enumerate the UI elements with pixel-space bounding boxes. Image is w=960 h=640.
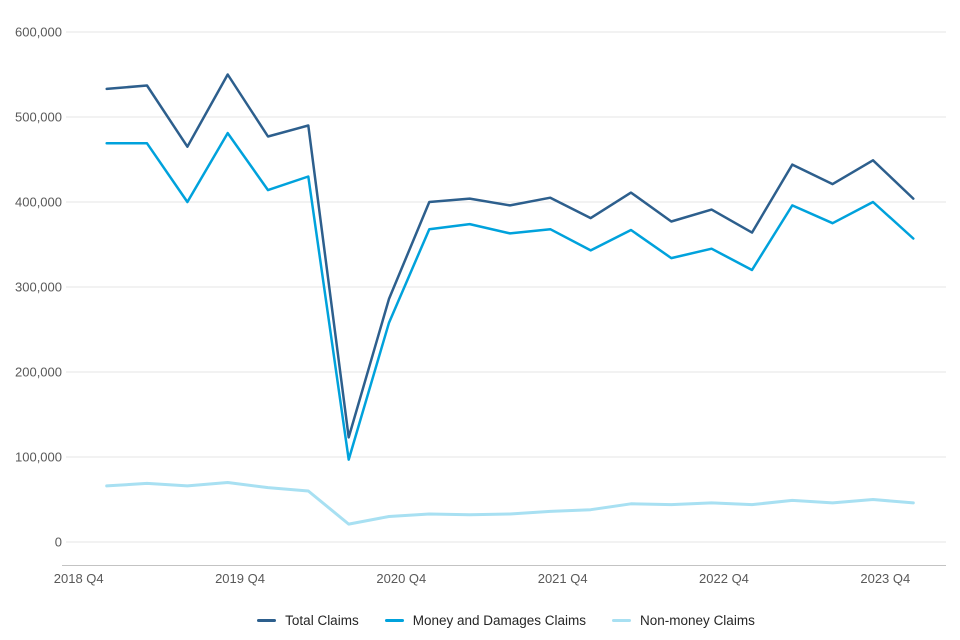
y-axis-tick-label: 500,000 bbox=[15, 110, 62, 125]
legend-swatch-total-claims bbox=[257, 618, 277, 622]
x-axis-tick-label: 2021 Q4 bbox=[538, 571, 588, 586]
y-axis-tick-label: 0 bbox=[55, 535, 62, 550]
legend-item-non-money-claims[interactable]: Non-money Claims bbox=[612, 613, 755, 628]
y-axis-tick-label: 600,000 bbox=[15, 25, 62, 40]
x-axis-tick-label: 2019 Q4 bbox=[215, 571, 265, 586]
y-axis-tick-label: 100,000 bbox=[15, 450, 62, 465]
legend-item-money-and-damages-claims[interactable]: Money and Damages Claims bbox=[384, 612, 587, 628]
x-axis-tick-label: 2020 Q4 bbox=[376, 571, 426, 586]
legend-item-total-claims[interactable]: Total Claims bbox=[257, 613, 359, 628]
y-axis-tick-label: 400,000 bbox=[15, 195, 62, 210]
chart-legend: Total Claims Money and Damages Claims Non-… bbox=[66, 607, 946, 633]
series-line-money-and-damages-claims bbox=[105, 131, 915, 461]
series-line-non-money-claims bbox=[105, 481, 915, 526]
legend-label: Total Claims bbox=[285, 612, 359, 628]
series-line-total-claims bbox=[105, 73, 915, 439]
legend-label: Non-money Claims bbox=[640, 612, 755, 628]
legend-swatch-money-and-damages-claims bbox=[384, 618, 404, 622]
plot-area: 0 100,000 200,000 300,000 400,000 500,000 600,… bbox=[15, 25, 946, 586]
x-axis-tick-label: 2023 Q4 bbox=[860, 571, 910, 586]
y-axis-tick-label: 300,000 bbox=[15, 280, 62, 295]
x-axis-tick-label: 2022 Q4 bbox=[699, 571, 749, 586]
legend-swatch-non-money-claims bbox=[612, 618, 632, 622]
x-axis-tick-label: 2018 Q4 bbox=[54, 571, 104, 586]
y-axis-tick-label: 200,000 bbox=[15, 365, 62, 380]
legend-label: Money and Damages Claims bbox=[412, 612, 587, 628]
